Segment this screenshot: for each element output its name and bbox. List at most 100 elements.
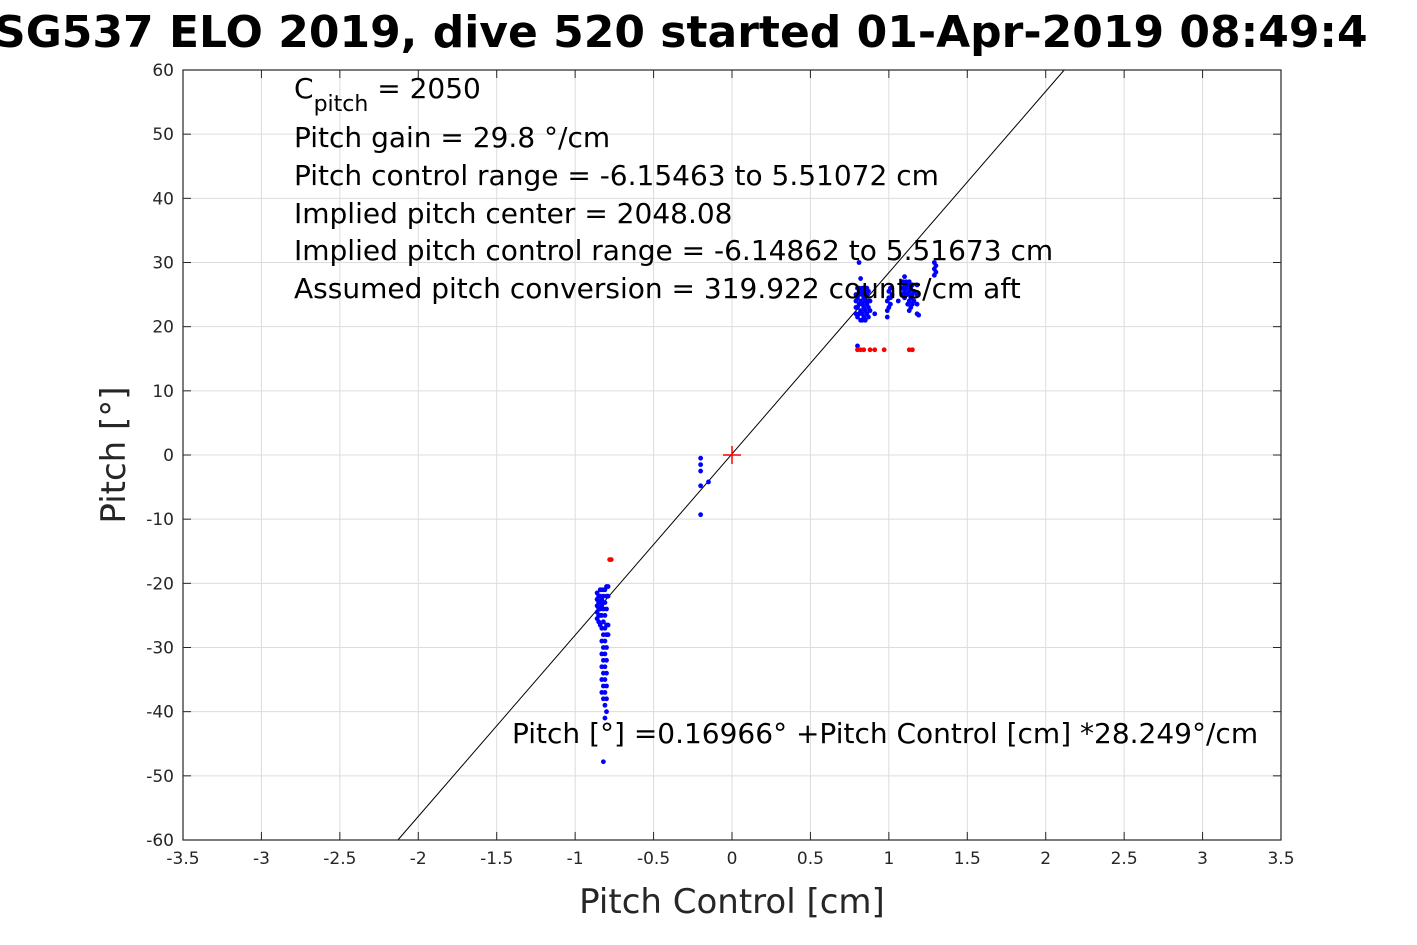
data-point-blue <box>605 622 611 628</box>
center-marker <box>723 446 741 464</box>
data-point-blue <box>602 638 608 644</box>
annotation-conversion: Assumed pitch conversion = 319.922 count… <box>294 272 1021 305</box>
data-point-blue <box>888 285 893 291</box>
y-tick-label: 30 <box>152 254 174 274</box>
data-point-blue <box>698 468 704 474</box>
x-tick-label: 0 <box>727 849 738 869</box>
y-tick-label: -50 <box>146 767 174 787</box>
data-point-blue <box>602 613 608 618</box>
data-point-red <box>608 557 614 562</box>
axes-box <box>182 69 1282 841</box>
x-tick-label: 2 <box>1040 849 1051 869</box>
data-point-blue <box>706 479 711 485</box>
data-point-blue <box>605 593 611 599</box>
data-point-blue <box>698 512 704 518</box>
y-tick-label: 0 <box>163 446 174 466</box>
data-point-blue <box>862 317 868 323</box>
data-point-blue <box>866 288 871 294</box>
data-point-blue <box>698 462 704 468</box>
data-point-blue <box>866 314 871 320</box>
data-point-red <box>861 347 867 353</box>
y-tick-label: 40 <box>152 189 174 209</box>
data-point-blue <box>906 279 912 285</box>
data-point-blue <box>604 670 609 676</box>
annotation-fit-equation: Pitch [°] =0.16966° +Pitch Control [cm] … <box>512 717 1258 750</box>
data-point-blue <box>602 677 608 682</box>
data-point-blue <box>602 600 608 605</box>
grid-lines <box>182 69 1282 841</box>
data-point-blue <box>895 298 901 304</box>
data-point-blue <box>602 715 608 721</box>
x-tick-label: -1 <box>567 849 584 869</box>
data-point-blue <box>867 298 873 304</box>
data-point-blue <box>604 645 609 650</box>
annotation-pitch-control-range: Pitch control range = -6.15463 to 5.5107… <box>294 159 939 192</box>
data-point-blue <box>911 288 917 294</box>
data-point-blue <box>916 312 922 318</box>
data-point-blue <box>600 759 606 765</box>
chart-title: SG537 ELO 2019, dive 520 started 01-Apr-… <box>0 7 1368 58</box>
x-tick-label: -2.5 <box>323 849 356 869</box>
y-tick-labels: 60 50 40 30 20 10 0 -10 -20 -30 -40 -50 -60 <box>146 61 174 851</box>
x-tick-label: -1.5 <box>480 849 513 869</box>
x-tick-label: -0.5 <box>637 849 670 869</box>
data-point-blue <box>889 292 895 297</box>
data-point-blue <box>867 308 873 314</box>
y-tick-label: 50 <box>152 125 174 145</box>
y-tick-label: -40 <box>146 703 174 723</box>
x-tick-labels: -3.5 -3 -2.5 -2 -1.5 -1 -0.5 0 0.5 1 1.5 2 2.5 3 3.5 <box>166 849 1294 869</box>
data-point-blue <box>604 657 609 663</box>
x-tick-label: -2 <box>410 849 427 869</box>
annotation-block: Cpitch = 2050 Pitch gain = 29.8 °/cm Pit… <box>294 72 1053 305</box>
y-axis-label: Pitch [°] <box>94 386 134 523</box>
data-point-blue <box>600 619 606 625</box>
data-point-blue <box>872 311 878 317</box>
data-point-blue <box>884 314 890 320</box>
x-tick-label: -3 <box>253 849 270 869</box>
x-tick-label: 3 <box>1197 849 1208 869</box>
annotation-cpitch: Cpitch = 2050 <box>294 72 481 117</box>
data-point-blue <box>914 301 920 307</box>
data-point-blue <box>604 709 609 715</box>
data-point-blue <box>604 696 609 702</box>
cpitch-subscript: pitch <box>314 92 369 117</box>
x-tick-label: 1 <box>883 849 894 869</box>
annotation-implied-center: Implied pitch center = 2048.08 <box>294 197 732 230</box>
data-point-blue <box>888 301 893 307</box>
data-point-blue <box>933 263 939 269</box>
y-tick-label: -60 <box>146 831 174 851</box>
x-axis-label: Pitch Control [cm] <box>579 882 885 922</box>
x-tick-label: -3.5 <box>166 849 199 869</box>
annotation-implied-range: Implied pitch control range = -6.14862 t… <box>294 234 1053 267</box>
data-point-blue <box>602 651 608 657</box>
data-point-red <box>881 347 887 353</box>
data-point-blue <box>698 483 704 489</box>
cpitch-base: C <box>294 72 314 105</box>
data-point-blue <box>911 298 917 304</box>
y-tick-label: 20 <box>152 318 174 338</box>
data-point-blue <box>914 282 920 288</box>
data-point-blue <box>855 343 860 349</box>
y-tick-label: -20 <box>146 574 174 594</box>
data-point-blue <box>698 455 704 461</box>
data-point-blue <box>605 632 611 638</box>
y-tick-label: -10 <box>146 510 174 530</box>
data-point-red <box>867 347 873 353</box>
data-point-blue <box>605 584 611 589</box>
data-point-blue <box>933 269 939 275</box>
y-tick-label: 10 <box>152 382 174 402</box>
data-point-blue <box>602 664 608 670</box>
data-point-blue <box>604 606 609 612</box>
data-point-blue <box>856 260 862 265</box>
y-tick-label: 60 <box>152 61 174 81</box>
data-point-red <box>872 347 878 353</box>
data-point-blue <box>902 274 907 280</box>
x-tick-label: 1.5 <box>954 849 981 869</box>
data-point-blue <box>914 292 920 297</box>
data-point-red <box>909 347 915 353</box>
x-tick-label: 0.5 <box>797 849 824 869</box>
y-tick-label: -30 <box>146 639 174 659</box>
data-point-blue <box>858 276 864 281</box>
data-point-blue <box>604 683 609 689</box>
